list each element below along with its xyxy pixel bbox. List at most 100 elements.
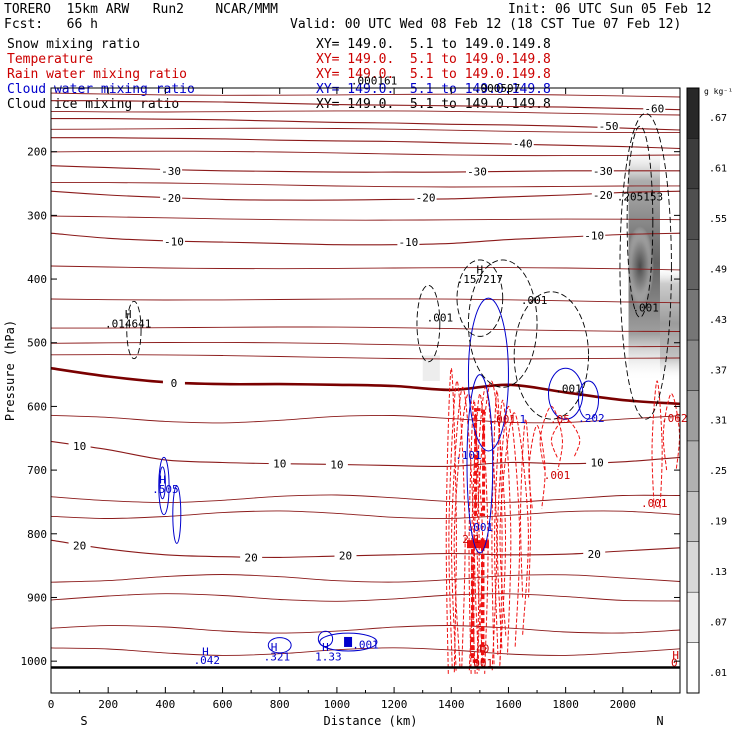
rain-contour	[471, 393, 489, 674]
legend-xy-rain: XY= 149.0. 5.1 to 149.0.149.8	[316, 67, 551, 82]
colorbar-tick-label: .19	[709, 517, 727, 528]
x-tick-label: 600	[213, 698, 233, 711]
snow-contour	[619, 113, 672, 420]
temperature-label-bg	[162, 234, 185, 247]
colorbar-segment	[687, 138, 699, 189]
colorbar: .67 .61 .55 .49 .43 .37 .31 .25 .19 .13 .07 .01 g kg…	[686, 87, 733, 694]
contour-label: 2	[462, 533, 469, 546]
cloud-water-contour	[547, 367, 584, 420]
colorbar-tick-label: .67	[709, 113, 727, 124]
x-tick-label: 800	[270, 698, 290, 711]
snow-contour	[416, 284, 441, 363]
isotherm-minus60	[50, 100, 681, 111]
temperature-label: -10	[584, 230, 604, 243]
temperature-label-bg	[325, 457, 348, 470]
isotherm-minor	[50, 92, 681, 98]
y-tick-label: 700	[27, 464, 47, 477]
rain-contour	[453, 393, 484, 668]
x-axis-label: Distance (km)	[324, 714, 418, 728]
temperature-label: -10	[164, 235, 184, 248]
isotherm-minor	[50, 298, 681, 304]
temperature-label: -50	[599, 120, 619, 133]
isotherm-minor	[50, 215, 681, 221]
legend-label-rain: Rain water mixing ratio	[7, 67, 188, 82]
contour-label: 1	[474, 533, 481, 546]
rain-contour	[473, 386, 498, 671]
contour-label: .202	[578, 412, 605, 425]
snow-contour	[456, 259, 504, 337]
temperature-isotherms	[50, 92, 681, 656]
cloud-water-contour	[172, 485, 182, 544]
isotherm-minor	[50, 494, 681, 504]
colorbar-segment	[687, 88, 699, 139]
init-time: Init: 06 UTC Sun 05 Feb 12	[508, 2, 712, 17]
cloud-water-contour	[317, 630, 334, 648]
cloud-water-contour	[578, 380, 600, 420]
colorbar-segment	[687, 592, 699, 643]
x-tick-label: 2000	[610, 698, 637, 711]
contour-label: .101	[455, 449, 482, 462]
contour-label: .001	[632, 302, 659, 315]
temperature-label: 20	[73, 539, 86, 552]
colorbar-segment	[687, 188, 699, 240]
temperature-label-bg	[591, 163, 614, 176]
colorbar-tick-label: .25	[709, 466, 727, 477]
temperature-label-bg	[160, 163, 183, 176]
contour-label: .205153	[617, 190, 663, 203]
y-tick-label: 300	[27, 209, 47, 222]
contour-label: H	[672, 649, 679, 662]
temperature-label: -20	[416, 192, 436, 205]
isotherm-minus10	[50, 232, 681, 246]
contour-label: .321	[264, 651, 291, 664]
temperature-label-bg	[397, 235, 420, 248]
temperature-label: 20	[339, 549, 352, 562]
isotherm-minor	[50, 265, 681, 271]
x-tick-label: 400	[155, 698, 175, 711]
isotherm-minor	[50, 647, 681, 656]
contour-label: H	[322, 641, 329, 654]
y-tick-label: 600	[27, 400, 47, 413]
snow-contour	[126, 300, 142, 360]
temperature-label: -40	[513, 137, 533, 150]
cloud-water-contour	[466, 374, 494, 554]
rain-contour	[539, 405, 563, 471]
temperature-label-bg	[162, 375, 185, 388]
isotherm-minor	[50, 127, 680, 134]
temperature-label: 20	[588, 548, 601, 561]
contour-label: .001	[544, 469, 571, 482]
colorbar-tick-label: .31	[709, 416, 727, 427]
contour-label: 40	[476, 642, 489, 655]
temperature-label: 10	[590, 456, 603, 469]
legend-xy-cloud-ice: XY= 149.0. 5.1 to 149.0.149.8	[316, 97, 551, 112]
y-tick-label: 900	[27, 591, 47, 604]
contour-label: H	[271, 641, 278, 654]
contour-label: .001	[489, 413, 516, 426]
forecast-hour: Fcst: 66 h	[4, 17, 98, 32]
contour-label: .505	[152, 483, 179, 496]
colorbar-frame	[686, 87, 700, 694]
contour-label: .001	[352, 639, 379, 652]
rain-core-upper	[474, 408, 486, 517]
temperature-label-bg	[68, 538, 91, 551]
contour-labels: -60-50-40-30 -30 -30-20 -20 -20-10 -10 -100101…	[68, 74, 688, 670]
axes: 0 200 400 600 800 1000 1200 1400 1600 1800 2000200…	[3, 87, 681, 728]
colorbar-tick-label: .01	[709, 668, 727, 679]
contour-label: 0	[671, 656, 678, 669]
isotherm-minor	[50, 510, 681, 519]
colorbar-segment	[687, 491, 699, 542]
rain-contour	[662, 393, 681, 471]
temperature-label: 20	[245, 551, 258, 564]
isotherm-minor	[50, 625, 681, 634]
temperature-label: -20	[161, 192, 181, 205]
contour-label: 1	[519, 413, 526, 426]
contour-label: .042	[194, 654, 221, 667]
temperature-label-bg	[583, 547, 606, 560]
isotherm-minor	[50, 574, 681, 583]
contour-label: .001	[641, 497, 668, 510]
temperature-label: 10	[273, 458, 286, 471]
snow-contour	[626, 125, 654, 318]
isotherm-minor	[50, 354, 681, 360]
isotherm-minor	[51, 326, 681, 332]
temperature-label: -60	[644, 102, 664, 115]
contour-label: 1.33	[315, 651, 342, 664]
